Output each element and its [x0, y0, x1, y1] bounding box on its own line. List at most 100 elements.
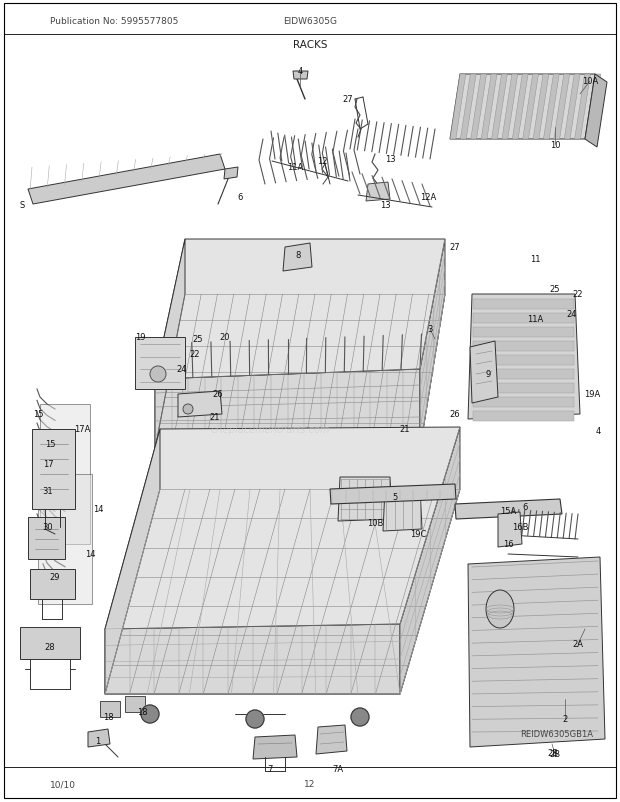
- Polygon shape: [366, 183, 390, 202]
- Text: 2: 2: [562, 715, 568, 723]
- Polygon shape: [512, 75, 528, 140]
- Polygon shape: [178, 391, 222, 418]
- Text: 9: 9: [485, 370, 490, 379]
- Text: 25: 25: [550, 286, 560, 294]
- Polygon shape: [420, 240, 445, 449]
- Polygon shape: [88, 729, 110, 747]
- Text: 21: 21: [210, 413, 220, 422]
- Text: 6: 6: [522, 503, 528, 512]
- Polygon shape: [492, 75, 507, 140]
- Polygon shape: [28, 155, 225, 205]
- Polygon shape: [32, 429, 75, 509]
- Text: RACKS: RACKS: [293, 40, 327, 50]
- Polygon shape: [316, 725, 347, 754]
- Text: 16B: 16B: [512, 523, 528, 532]
- Polygon shape: [502, 75, 518, 140]
- Polygon shape: [473, 314, 574, 323]
- Text: 18: 18: [103, 713, 113, 722]
- Polygon shape: [155, 240, 445, 379]
- Text: 7A: 7A: [332, 764, 343, 774]
- Polygon shape: [468, 294, 580, 419]
- Text: 2B: 2B: [549, 750, 560, 759]
- Text: 4: 4: [595, 427, 601, 436]
- Polygon shape: [473, 370, 574, 379]
- Polygon shape: [28, 517, 65, 559]
- Polygon shape: [125, 696, 145, 712]
- Text: 11A: 11A: [527, 315, 543, 324]
- Polygon shape: [473, 355, 574, 366]
- Text: 24: 24: [567, 310, 577, 319]
- Polygon shape: [224, 168, 238, 180]
- Text: 12: 12: [317, 157, 327, 166]
- Text: S: S: [19, 200, 25, 209]
- Text: 5: 5: [392, 493, 397, 502]
- Text: 14: 14: [85, 550, 95, 559]
- Circle shape: [150, 367, 166, 383]
- Text: 10/10: 10/10: [50, 780, 76, 788]
- Text: 30: 30: [43, 523, 53, 532]
- Polygon shape: [105, 427, 460, 630]
- Text: 15: 15: [45, 440, 55, 449]
- Text: 20: 20: [219, 333, 230, 342]
- Text: 29: 29: [50, 573, 60, 581]
- Circle shape: [246, 710, 264, 728]
- Polygon shape: [585, 75, 601, 140]
- Text: 27: 27: [450, 243, 460, 252]
- Text: 15A: 15A: [500, 507, 516, 516]
- Circle shape: [351, 708, 369, 726]
- Polygon shape: [383, 488, 422, 532]
- Polygon shape: [554, 75, 570, 140]
- Text: 14: 14: [93, 505, 104, 514]
- Polygon shape: [30, 569, 75, 599]
- Text: 2B: 2B: [547, 748, 559, 758]
- Text: 18: 18: [136, 707, 148, 717]
- Text: 12A: 12A: [420, 193, 436, 202]
- Polygon shape: [293, 72, 308, 80]
- Text: Publication No: 5995577805: Publication No: 5995577805: [50, 18, 179, 26]
- Polygon shape: [585, 75, 607, 148]
- Polygon shape: [564, 75, 580, 140]
- Text: 13: 13: [379, 200, 391, 209]
- Text: 1: 1: [95, 736, 100, 746]
- Polygon shape: [468, 557, 605, 747]
- Text: 3: 3: [427, 325, 433, 334]
- Polygon shape: [461, 75, 476, 140]
- Text: 11A: 11A: [287, 164, 303, 172]
- Text: REIDW6305GB1A: REIDW6305GB1A: [520, 730, 593, 739]
- Text: EIDW6305G: EIDW6305G: [283, 18, 337, 26]
- Polygon shape: [338, 477, 392, 521]
- Polygon shape: [473, 383, 574, 394]
- Text: 13: 13: [384, 156, 396, 164]
- Polygon shape: [38, 475, 92, 604]
- Polygon shape: [523, 75, 539, 140]
- Polygon shape: [155, 240, 185, 449]
- Text: 8: 8: [295, 250, 301, 259]
- Circle shape: [183, 404, 193, 415]
- Text: 22: 22: [573, 290, 583, 299]
- Polygon shape: [473, 411, 574, 422]
- Text: 26: 26: [213, 390, 223, 399]
- Text: 31: 31: [43, 487, 53, 496]
- Polygon shape: [135, 338, 185, 390]
- Polygon shape: [473, 327, 574, 338]
- Text: 17A: 17A: [74, 425, 90, 434]
- Polygon shape: [330, 484, 456, 504]
- Text: 24: 24: [177, 365, 187, 374]
- Text: 7: 7: [267, 764, 273, 774]
- Polygon shape: [473, 342, 574, 351]
- Polygon shape: [481, 75, 497, 140]
- Polygon shape: [155, 370, 420, 449]
- Text: eReplacementParts.com: eReplacementParts.com: [210, 424, 330, 435]
- Polygon shape: [471, 75, 487, 140]
- Polygon shape: [473, 398, 574, 407]
- Polygon shape: [575, 75, 590, 140]
- Polygon shape: [105, 489, 460, 695]
- Polygon shape: [455, 500, 562, 520]
- Text: 12: 12: [304, 780, 316, 788]
- Ellipse shape: [486, 590, 514, 628]
- Polygon shape: [400, 427, 460, 695]
- Polygon shape: [473, 300, 574, 310]
- Text: 4: 4: [298, 67, 303, 76]
- Polygon shape: [450, 75, 595, 140]
- Text: 10: 10: [550, 140, 560, 149]
